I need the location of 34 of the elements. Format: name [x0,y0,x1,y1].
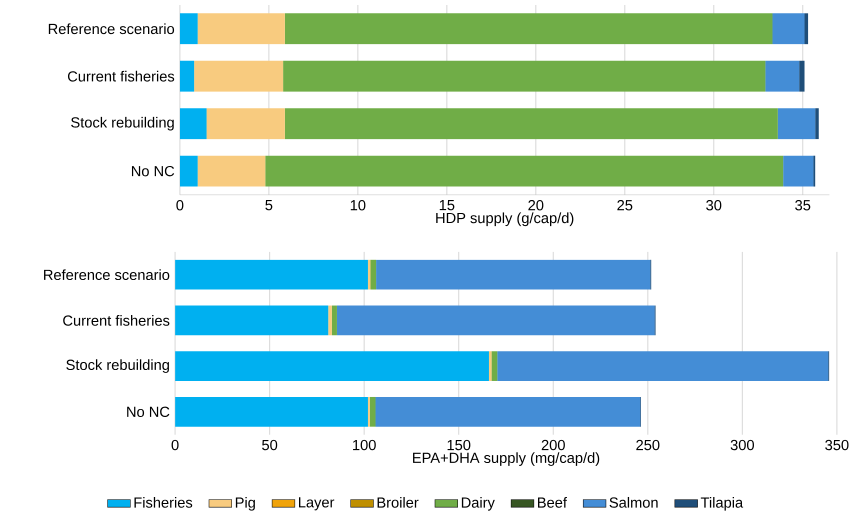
y-tick-label: Reference scenario [44,269,170,280]
x-tick-label: 15 [440,200,454,210]
y-tick-label: Current fisheries [68,71,174,82]
x-tick-label: 35 [795,200,810,211]
x-tick-label: 250 [636,440,660,450]
legend-label: Broiler [378,497,418,508]
legend-label: Fisheries [134,497,192,508]
x-tick-label: 25 [617,200,632,211]
y-tick-label: No NC [127,406,170,418]
x-tick-label: 30 [706,200,722,211]
x-tick-label: 10 [350,200,366,211]
x-tick-label: 300 [730,440,754,450]
x-tick-label: 200 [542,440,565,450]
x-tick-label: 0 [176,200,184,211]
x-axis-title: EPA+DHA supply (mg/cap/d) [413,452,600,466]
x-tick-label: 0 [172,440,179,450]
legend-label: Pig [236,497,255,511]
legend-label: Tilapia [700,497,744,511]
y-tick-label: Current fisheries [63,315,170,326]
y-tick-label: Stock rebuilding [66,359,169,374]
x-tick-label: 100 [353,440,376,450]
y-tick-label: Reference scenario [48,24,174,34]
legend-label: Layer [299,497,334,511]
x-tick-label: 5 [265,200,272,210]
legend-label: Dairy [462,497,495,511]
x-tick-label: 150 [448,440,470,450]
legend-label: Beef [538,497,567,508]
y-tick-label: No NC [132,166,174,176]
y-tick-label: Stock rebuilding [71,117,174,131]
x-tick-label: 20 [528,200,544,211]
x-tick-label: 350 [825,440,849,450]
x-tick-label: 50 [262,440,278,450]
legend-label: Salmon [610,497,658,508]
x-axis-title: HDP supply (g/cap/d) [436,212,574,226]
